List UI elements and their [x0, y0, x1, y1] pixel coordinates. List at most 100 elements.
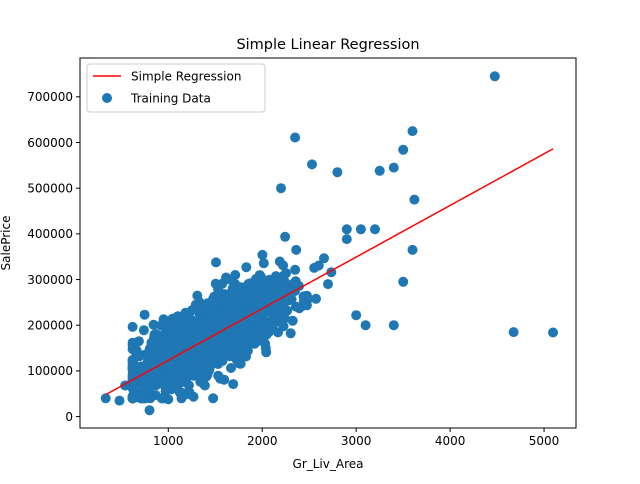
data-point	[294, 281, 304, 292]
y-tick-label: 400000	[27, 227, 73, 241]
data-point	[100, 393, 111, 404]
data-point	[227, 286, 237, 297]
legend: Simple Regression Training Data	[86, 63, 266, 113]
data-point	[128, 342, 138, 353]
data-point	[341, 224, 352, 235]
y-axis-label: SalePrice	[0, 216, 13, 271]
legend-label-regression: Simple Regression	[131, 70, 241, 84]
data-point	[286, 294, 297, 305]
data-point	[170, 381, 181, 392]
data-point	[311, 293, 321, 304]
data-point	[244, 337, 255, 348]
legend-dot-swatch	[102, 93, 112, 103]
data-point	[278, 298, 289, 309]
data-point	[281, 268, 292, 279]
regression-line-layer	[105, 148, 554, 396]
data-point	[133, 336, 144, 347]
x-axis-ticks: 1000 2000 3000 4000 5000	[153, 428, 559, 448]
x-tick-label: 4000	[435, 434, 466, 448]
data-point	[228, 379, 239, 390]
data-point	[548, 327, 558, 338]
data-point	[254, 296, 265, 307]
data-point	[228, 296, 239, 307]
data-point	[221, 272, 231, 283]
data-point	[299, 291, 310, 302]
data-point	[114, 395, 125, 406]
data-point	[351, 310, 362, 321]
x-tick-label: 1000	[153, 434, 184, 448]
data-point	[233, 323, 244, 334]
data-point	[374, 165, 385, 176]
data-point	[139, 309, 150, 320]
data-point	[398, 144, 409, 155]
data-point	[220, 345, 231, 356]
data-point	[341, 234, 352, 245]
data-point	[205, 343, 216, 354]
data-point	[319, 253, 329, 264]
data-point	[398, 276, 409, 287]
data-point	[184, 333, 195, 344]
x-tick-label: 3000	[341, 434, 372, 448]
data-point	[185, 314, 196, 325]
data-point	[207, 307, 218, 318]
data-point	[211, 257, 221, 268]
y-axis-ticks: 0 100000 200000 300000 400000 500000 600000 700…	[27, 90, 80, 424]
y-tick-label: 700000	[27, 90, 73, 104]
x-axis-label: Gr_Liv_Area	[293, 457, 364, 471]
data-point	[198, 329, 209, 340]
data-point	[144, 405, 155, 416]
data-point	[195, 345, 205, 356]
data-point	[280, 231, 291, 242]
data-point	[127, 321, 138, 332]
data-point	[227, 311, 238, 322]
data-point	[244, 282, 255, 293]
data-point	[388, 320, 399, 331]
data-point	[186, 363, 197, 374]
data-point	[260, 343, 271, 353]
data-point	[172, 311, 183, 322]
data-point	[230, 270, 241, 280]
data-point	[199, 365, 210, 376]
legend-box	[86, 63, 266, 113]
data-point	[355, 224, 366, 235]
data-point	[370, 224, 380, 235]
data-point	[489, 71, 500, 82]
data-point	[165, 360, 176, 371]
data-point	[256, 272, 267, 283]
data-point	[163, 394, 174, 405]
data-point	[388, 162, 399, 173]
data-point	[269, 298, 280, 309]
data-point	[257, 249, 268, 260]
data-point	[285, 328, 296, 339]
regression-line	[105, 148, 554, 396]
data-point	[508, 327, 519, 338]
x-tick-label: 2000	[247, 434, 278, 448]
data-point	[273, 273, 284, 284]
data-point	[407, 244, 418, 255]
data-point	[409, 194, 420, 205]
data-point	[163, 373, 174, 384]
data-point	[219, 374, 230, 385]
data-point	[226, 363, 236, 373]
data-point	[235, 358, 246, 369]
data-point	[159, 337, 170, 348]
legend-label-training: Training Data	[130, 92, 211, 106]
data-point	[148, 319, 159, 330]
data-point	[241, 262, 252, 273]
data-point	[148, 358, 159, 369]
data-point	[190, 325, 201, 336]
data-point	[257, 324, 268, 335]
data-point	[323, 279, 333, 290]
y-tick-label: 500000	[27, 181, 73, 195]
data-point	[216, 335, 227, 346]
data-point	[228, 343, 239, 354]
data-point	[256, 285, 267, 296]
data-point	[277, 287, 288, 298]
data-point	[258, 258, 269, 269]
data-point	[287, 315, 298, 326]
data-point	[161, 349, 171, 359]
y-tick-label: 0	[65, 410, 73, 424]
data-point	[360, 320, 371, 331]
